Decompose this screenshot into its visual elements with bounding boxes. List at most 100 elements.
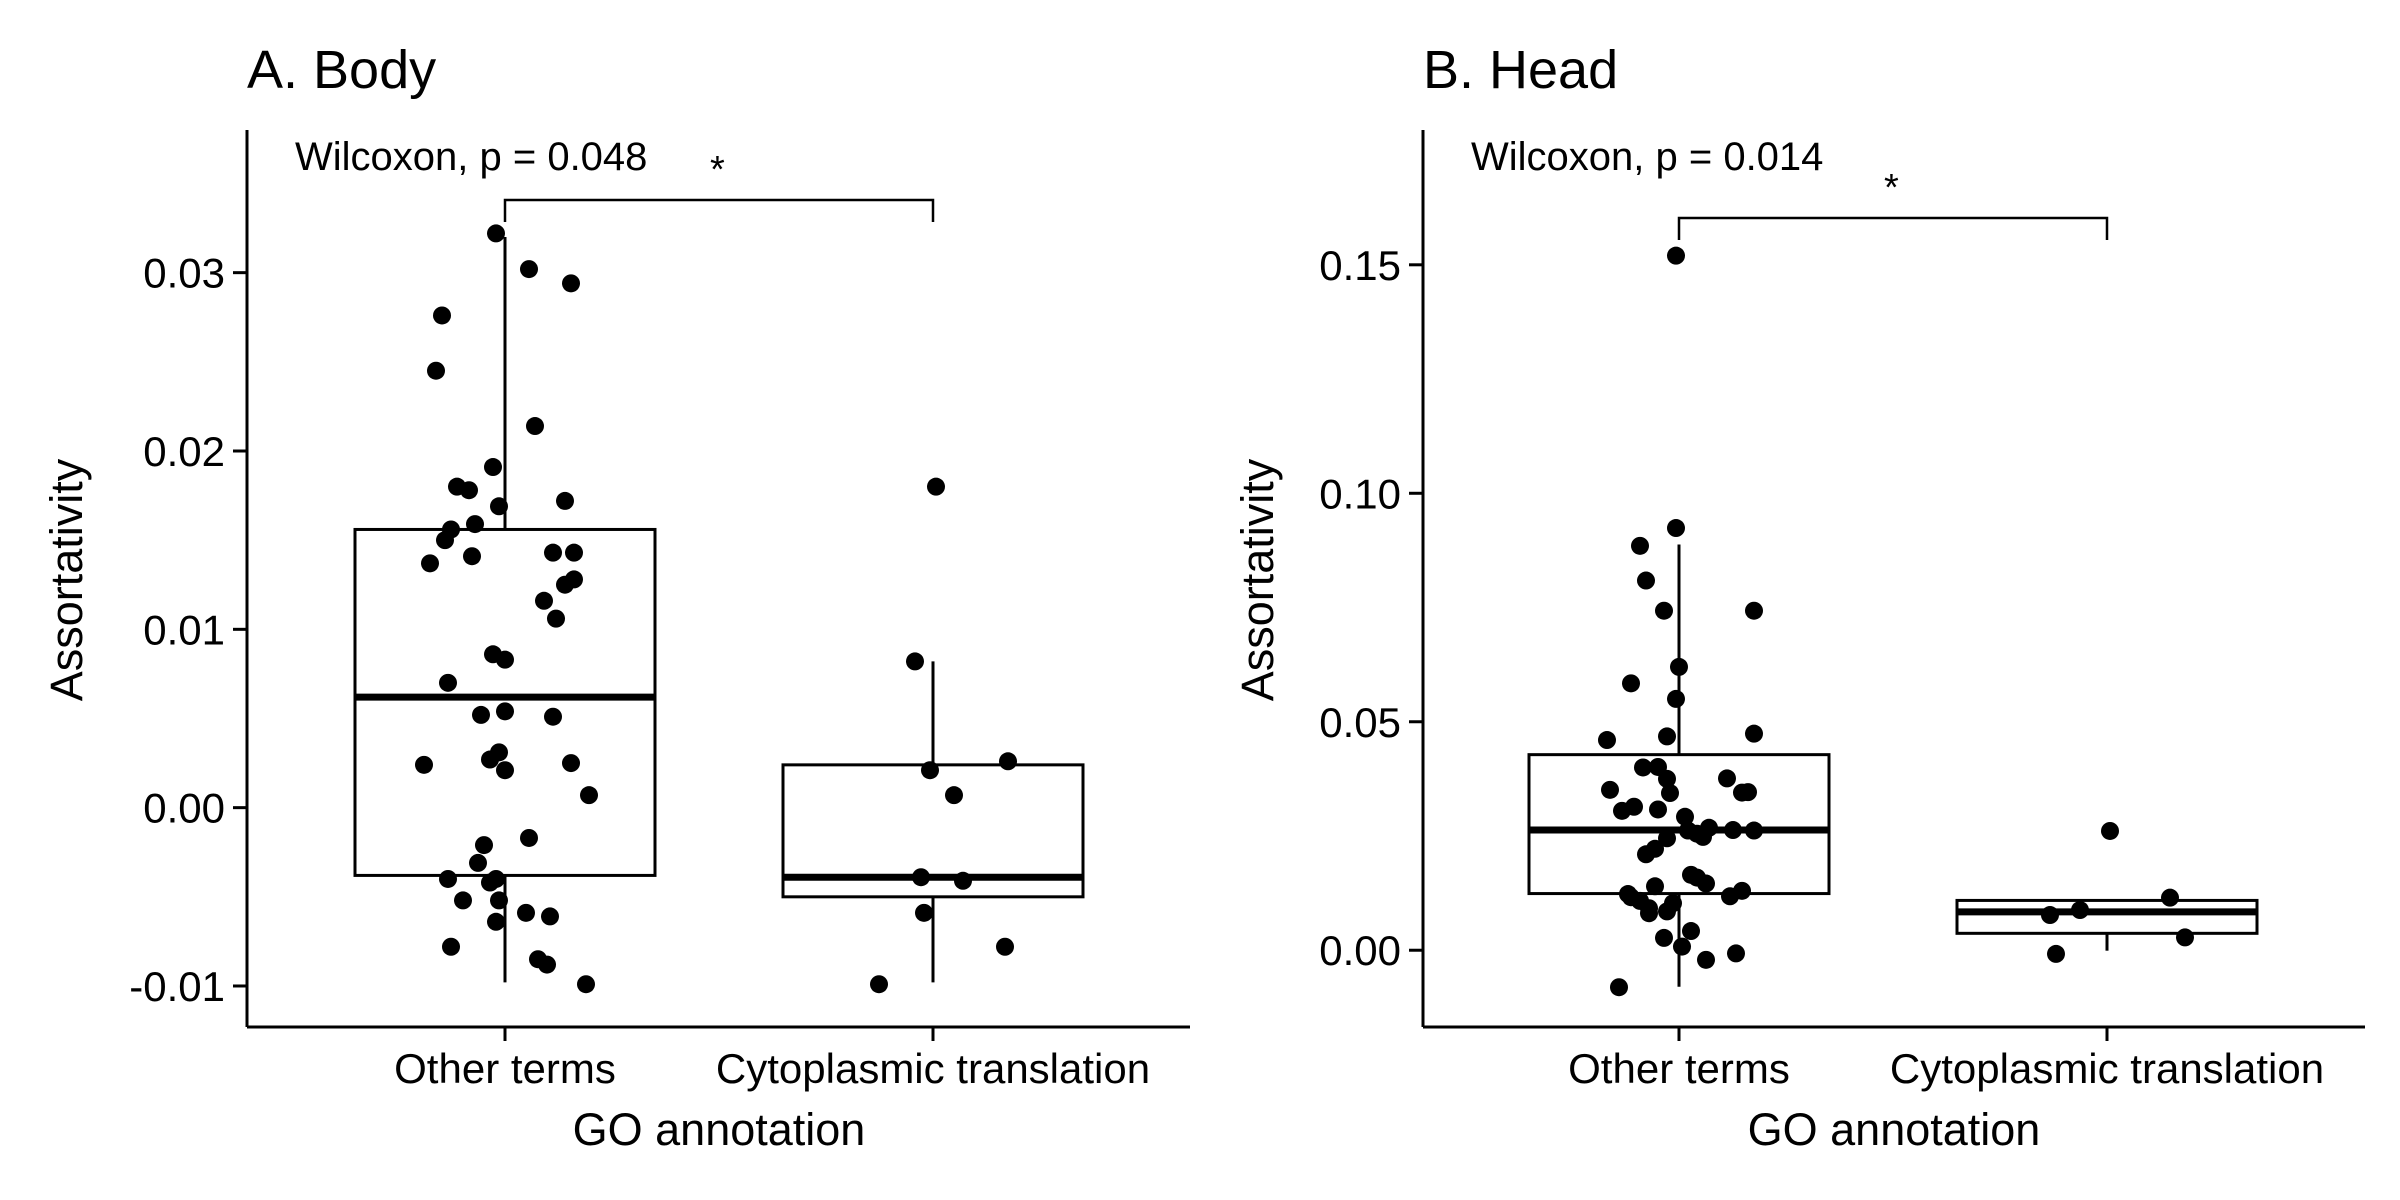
y-tick-label: 0.01 [143, 606, 225, 653]
data-point [912, 868, 930, 887]
wilcoxon-label: Wilcoxon, p = 0.048 [295, 135, 647, 179]
data-point [1658, 829, 1676, 848]
data-point [1667, 689, 1685, 708]
data-point [1658, 727, 1676, 746]
data-point [2176, 928, 2194, 947]
data-point [1637, 845, 1655, 864]
data-point [481, 750, 499, 769]
data-point [562, 274, 580, 293]
data-point [520, 260, 538, 279]
boxplots [353, 236, 1085, 983]
x-tick-label-other-terms: Other terms [1568, 1045, 1790, 1092]
data-point [1661, 784, 1679, 803]
data-point [538, 955, 556, 974]
data-point [915, 903, 933, 922]
y-tick-label: 0.05 [1319, 699, 1401, 746]
data-point [562, 754, 580, 773]
data-point [2047, 944, 2065, 963]
data-point [1658, 769, 1676, 788]
comparison-bracket [503, 198, 935, 222]
data-point [517, 903, 535, 922]
data-point [1673, 937, 1691, 956]
boxplot [1527, 544, 1831, 987]
data-point [1598, 731, 1616, 750]
significance-mark: * [1884, 167, 1899, 209]
data-point [1646, 877, 1664, 896]
data-point [921, 761, 939, 780]
data-point [870, 975, 888, 994]
data-point [526, 417, 544, 436]
data-point [496, 761, 514, 780]
boxplot [353, 236, 657, 983]
data-point [906, 652, 924, 671]
y-tick-label: 0.15 [1319, 242, 1401, 289]
x-tick-label-other-terms: Other terms [394, 1045, 616, 1092]
data-point [556, 575, 574, 594]
data-points [415, 224, 1017, 994]
data-point [460, 481, 478, 500]
boxplots [1527, 544, 2259, 987]
data-point [1697, 950, 1715, 969]
data-point [433, 306, 451, 325]
data-point [1694, 827, 1712, 846]
data-point [2041, 906, 2059, 925]
data-point [1634, 758, 1652, 777]
data-point [439, 673, 457, 692]
data-point [1631, 536, 1649, 555]
x-ticks [1677, 1027, 2109, 1041]
data-point [565, 543, 583, 562]
data-point [1667, 246, 1685, 265]
data-point [439, 869, 457, 888]
data-point [2071, 901, 2089, 920]
data-point [490, 891, 508, 910]
data-point [487, 912, 505, 931]
data-point [580, 786, 598, 805]
data-point [1718, 769, 1736, 788]
data-point [1682, 922, 1700, 941]
data-points [1598, 246, 2194, 997]
data-point [541, 907, 559, 926]
data-point [484, 458, 502, 477]
data-point [1670, 657, 1688, 676]
data-point [1649, 800, 1667, 819]
data-point [556, 491, 574, 510]
y-tick-label: -0.01 [129, 963, 225, 1010]
data-point [547, 609, 565, 628]
significance-mark: * [710, 149, 725, 191]
data-point [1658, 902, 1676, 921]
data-point [1724, 821, 1742, 840]
y-ticks: 0.00 0.05 0.10 0.15 [1319, 242, 1423, 974]
boxplot [781, 661, 1085, 983]
box [1955, 898, 2259, 935]
data-point [1622, 674, 1640, 693]
data-point [1745, 724, 1763, 743]
x-axis-title: GO annotation [1748, 1104, 2041, 1155]
data-point [544, 543, 562, 562]
data-point [454, 891, 472, 910]
data-point [1745, 601, 1763, 620]
data-point [496, 702, 514, 721]
x-ticks [503, 1027, 935, 1041]
data-point [415, 755, 433, 774]
y-tick-label: 0.03 [143, 250, 225, 297]
data-point [466, 515, 484, 534]
y-axis-title: Assortativity [1232, 458, 1283, 701]
y-tick-label: 0.00 [1319, 927, 1401, 974]
data-point [1610, 978, 1628, 997]
data-point [421, 554, 439, 573]
panel-body: A. Body Wilcoxon, p = 0.048 * Assortativ… [41, 40, 1190, 1155]
data-point [463, 547, 481, 566]
data-point [472, 705, 490, 724]
data-point [436, 531, 454, 550]
data-point [496, 650, 514, 669]
x-axis-title: GO annotation [573, 1104, 866, 1155]
data-point [442, 937, 460, 956]
data-point [577, 975, 595, 994]
x-tick-label-cytoplasmic-translation: Cytoplasmic translation [1890, 1045, 2324, 1092]
wilcoxon-label: Wilcoxon, p = 0.014 [1471, 135, 1823, 179]
data-point [945, 786, 963, 805]
y-ticks: -0.01 0.00 0.01 0.02 0.03 [129, 250, 247, 1010]
data-point [1613, 801, 1631, 820]
data-point [1667, 519, 1685, 538]
data-point [1721, 887, 1739, 906]
